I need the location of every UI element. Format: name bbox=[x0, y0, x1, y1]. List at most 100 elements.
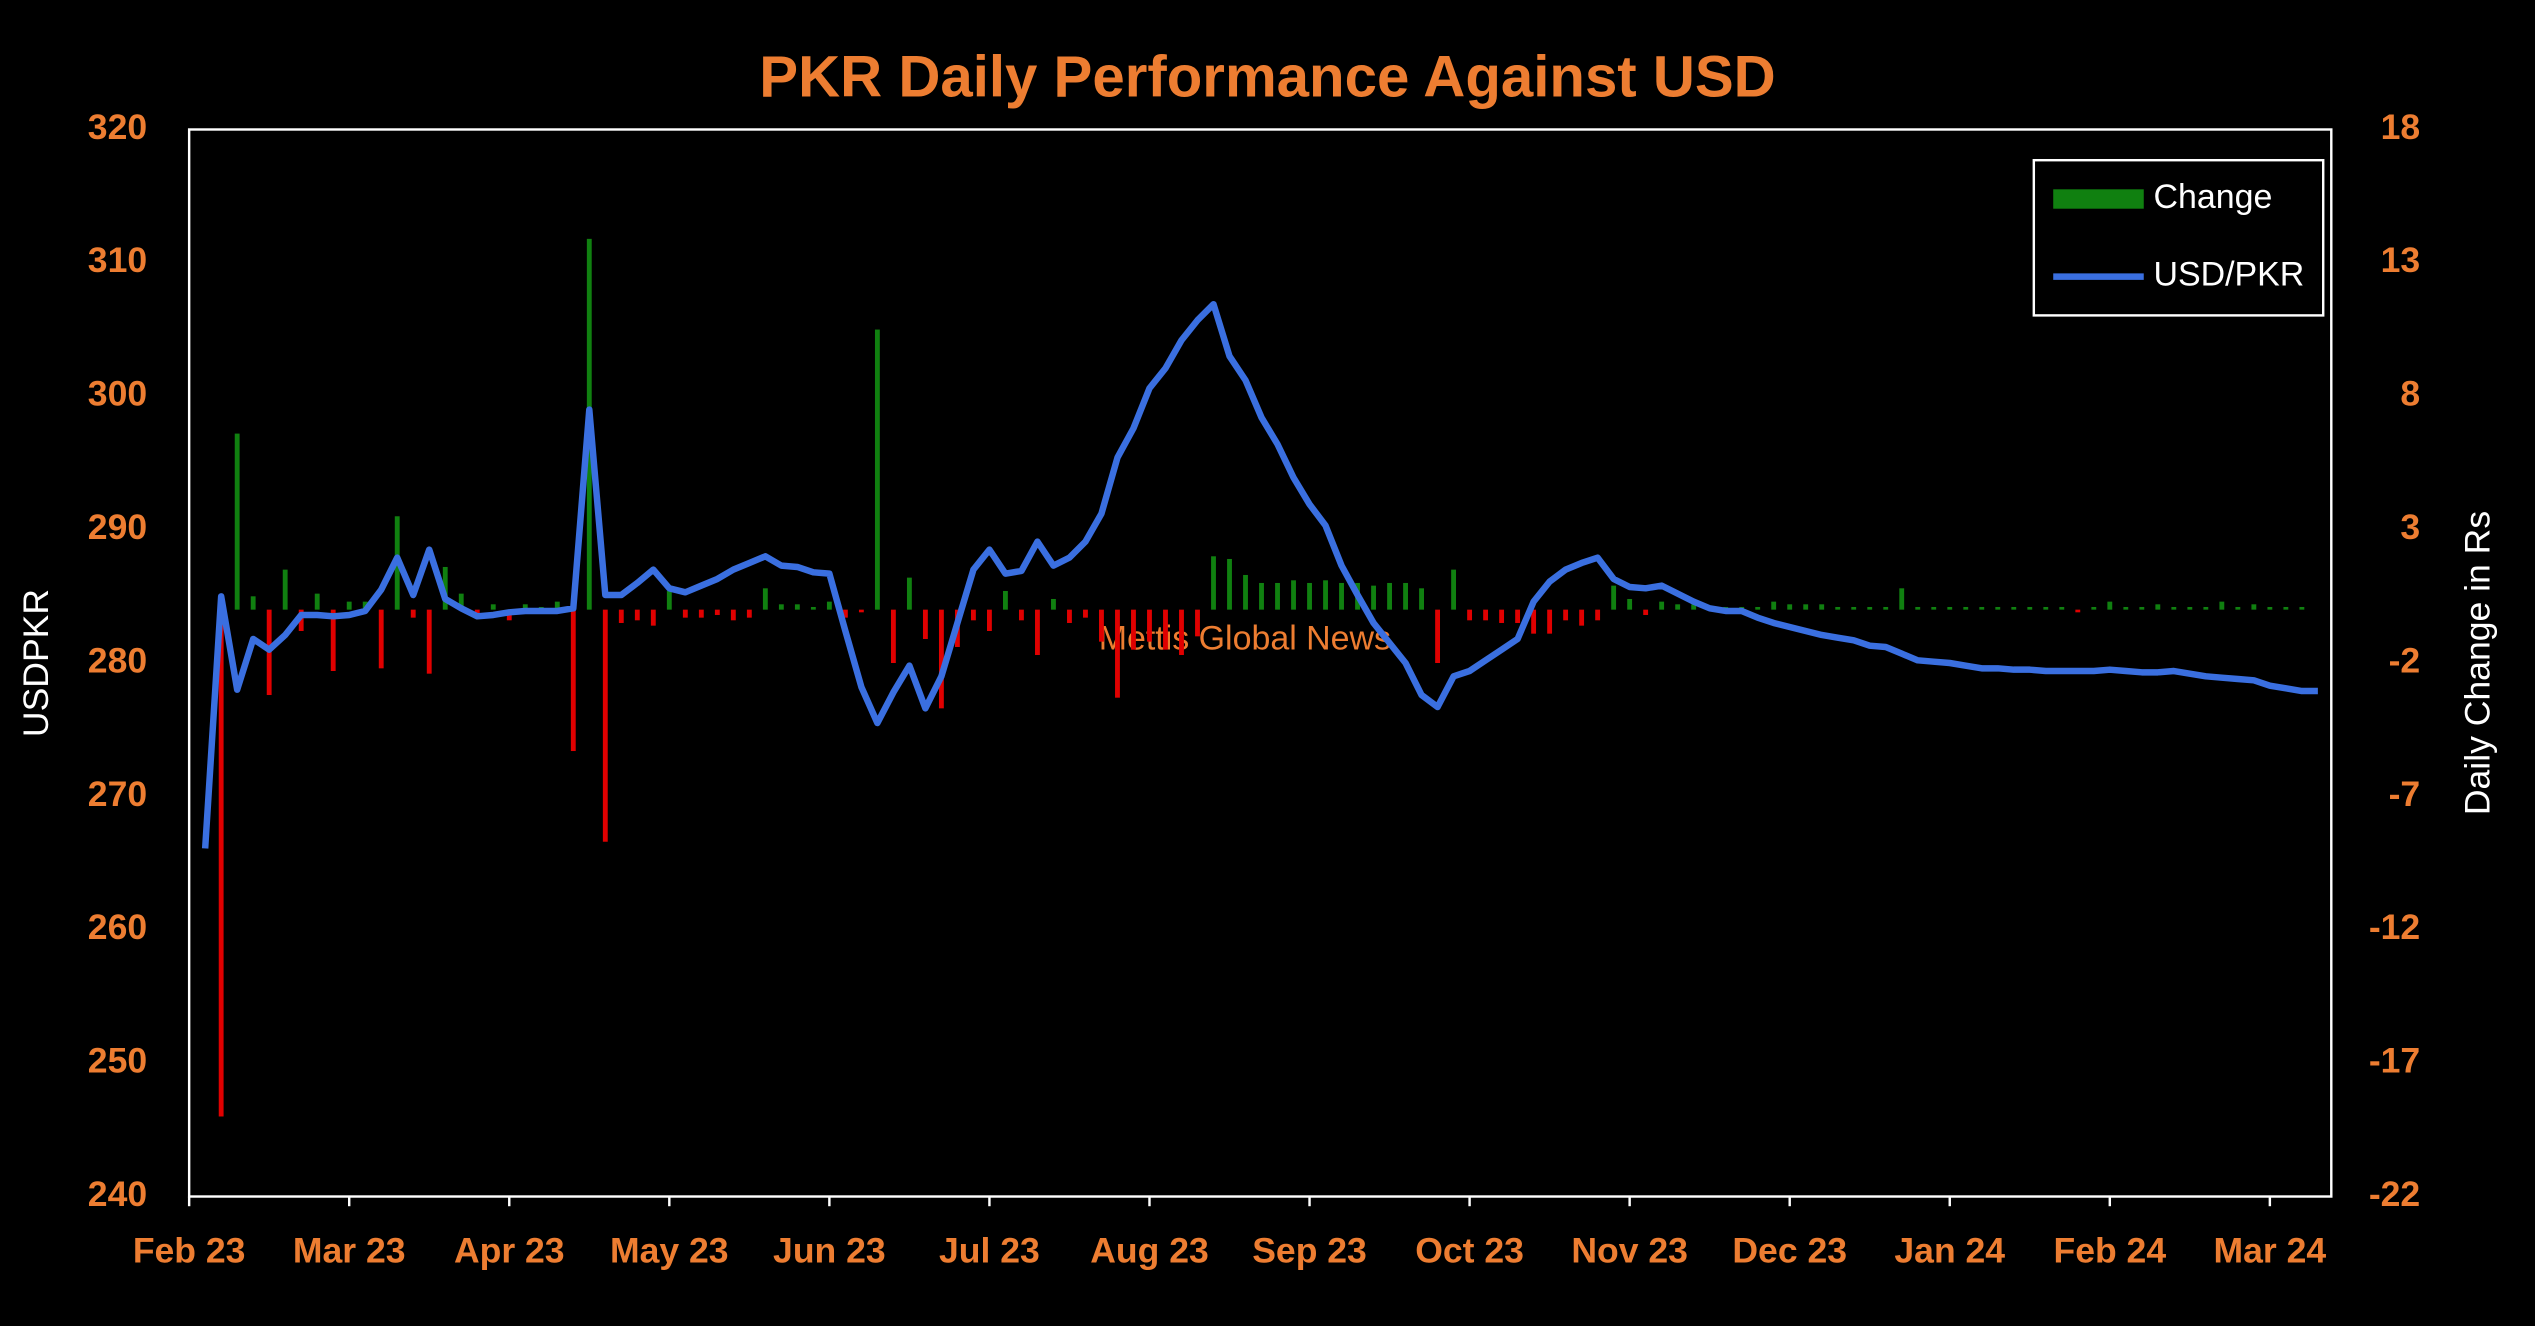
change-bar bbox=[1019, 609, 1024, 621]
change-bar bbox=[1323, 580, 1328, 610]
y2-tick-label: -22 bbox=[2369, 1174, 2420, 1214]
x-tick-label: Mar 23 bbox=[293, 1230, 406, 1270]
legend-label: USD/PKR bbox=[2153, 256, 2304, 294]
change-bar bbox=[282, 569, 288, 610]
change-bar bbox=[906, 577, 912, 610]
change-bar bbox=[1451, 569, 1457, 610]
x-tick-label: Jul 23 bbox=[939, 1230, 1040, 1270]
y-tick-label: 270 bbox=[88, 774, 147, 814]
usd-pkr-line bbox=[201, 300, 2318, 849]
change-bar bbox=[426, 609, 432, 674]
change-bar bbox=[1691, 604, 1697, 610]
y2-tick-label: -2 bbox=[2389, 640, 2421, 680]
change-bar bbox=[1035, 609, 1040, 655]
change-bar bbox=[634, 609, 640, 621]
y2-tick-label: -7 bbox=[2389, 774, 2421, 814]
y-tick-label: 250 bbox=[88, 1041, 147, 1081]
x-tick-label: Sep 23 bbox=[1252, 1230, 1367, 1270]
change-bar bbox=[1467, 609, 1473, 621]
change-bar bbox=[2203, 606, 2209, 610]
change-bar bbox=[938, 609, 944, 709]
change-bar bbox=[618, 609, 624, 623]
change-bar bbox=[874, 329, 880, 610]
change-bar bbox=[234, 433, 240, 610]
y-tick-label: 280 bbox=[88, 640, 147, 680]
change-bar bbox=[1211, 556, 1216, 610]
change-bar bbox=[762, 588, 768, 610]
change-bar bbox=[490, 604, 496, 610]
y2-tick-label: 3 bbox=[2400, 507, 2420, 547]
change-bar bbox=[458, 593, 464, 610]
change-bar bbox=[650, 609, 656, 626]
y-tick-label: 260 bbox=[88, 907, 147, 947]
change-bar bbox=[810, 606, 816, 610]
change-bar bbox=[1787, 604, 1793, 610]
x-tick-label: Feb 24 bbox=[2053, 1230, 2166, 1270]
y2-tick-label: 18 bbox=[2381, 107, 2421, 147]
change-bar bbox=[2011, 606, 2017, 610]
change-bar bbox=[987, 609, 992, 631]
x-tick-label: Oct 23 bbox=[1415, 1230, 1524, 1270]
legend-label: Change bbox=[2153, 178, 2272, 216]
change-bar bbox=[970, 609, 976, 621]
y-tick-label: 240 bbox=[88, 1174, 147, 1214]
change-bar bbox=[1243, 574, 1248, 610]
change-bar bbox=[218, 609, 224, 1117]
change-bar bbox=[1435, 609, 1441, 663]
x-tick-label: Jun 23 bbox=[773, 1230, 886, 1270]
change-bar bbox=[1003, 590, 1008, 610]
change-bar bbox=[522, 604, 528, 610]
change-bar bbox=[1099, 609, 1104, 642]
change-bar bbox=[1611, 585, 1617, 610]
change-bar bbox=[2027, 606, 2033, 610]
change-bar bbox=[570, 609, 576, 752]
change-bar bbox=[250, 596, 256, 610]
change-bar bbox=[1755, 606, 1761, 610]
x-tick-label: Nov 23 bbox=[1571, 1230, 1688, 1270]
change-bar bbox=[794, 604, 800, 610]
change-bar bbox=[1291, 580, 1296, 610]
change-bar bbox=[1851, 606, 1857, 610]
change-bar bbox=[1515, 609, 1521, 623]
change-bar bbox=[2139, 606, 2145, 610]
change-bar bbox=[1867, 606, 1873, 610]
y-tick-label: 310 bbox=[88, 240, 147, 280]
y-axis-title: USDPKR bbox=[16, 589, 56, 737]
change-bar bbox=[1547, 609, 1553, 634]
change-bar bbox=[1771, 601, 1777, 610]
change-bar bbox=[1307, 582, 1312, 610]
legend-box bbox=[2032, 158, 2325, 317]
change-bar bbox=[2091, 606, 2097, 610]
change-bar bbox=[1963, 606, 1969, 610]
change-bar bbox=[698, 609, 704, 618]
change-bar bbox=[2171, 606, 2177, 610]
x-tick-label: Mar 24 bbox=[2214, 1230, 2327, 1270]
change-bar bbox=[682, 609, 688, 618]
y2-tick-label: -17 bbox=[2369, 1041, 2420, 1081]
change-bar bbox=[1819, 604, 1825, 610]
change-bar bbox=[1995, 606, 2001, 610]
change-bar bbox=[378, 609, 384, 669]
change-bar bbox=[346, 601, 352, 610]
change-bar bbox=[858, 609, 864, 613]
legend-swatch bbox=[2053, 189, 2144, 209]
change-bar bbox=[1627, 598, 1633, 610]
y2-tick-label: 8 bbox=[2400, 374, 2420, 414]
change-bar bbox=[1163, 609, 1168, 650]
change-bar bbox=[1947, 606, 1953, 610]
change-bar bbox=[1579, 609, 1585, 626]
change-bar bbox=[1835, 606, 1841, 610]
change-bar bbox=[1339, 582, 1344, 610]
change-bar bbox=[1915, 606, 1921, 610]
change-bar bbox=[298, 609, 304, 631]
x-tick-label: Feb 23 bbox=[133, 1230, 246, 1270]
y2-axis-title: Daily Change in Rs bbox=[2457, 511, 2497, 815]
change-bar bbox=[890, 609, 896, 663]
change-bar bbox=[1643, 609, 1649, 615]
change-bar bbox=[602, 609, 608, 842]
change-bar bbox=[2187, 606, 2193, 610]
change-bar bbox=[1803, 604, 1809, 610]
change-bar bbox=[330, 609, 336, 672]
change-bar bbox=[1259, 582, 1264, 610]
